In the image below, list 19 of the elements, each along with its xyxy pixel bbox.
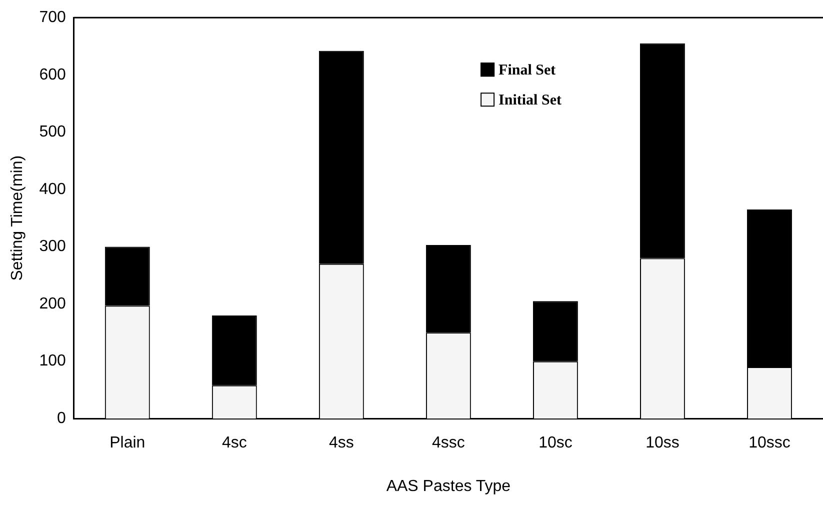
y-tick-label: 700 bbox=[39, 9, 66, 26]
x-tick-label: 4ss bbox=[328, 434, 354, 452]
legend-label: Initial Set bbox=[498, 92, 562, 108]
y-axis-title: Setting Time(min) bbox=[9, 155, 26, 281]
y-tick-label: 600 bbox=[39, 66, 66, 84]
legend-label: Final Set bbox=[498, 62, 556, 78]
x-tick-label: 10sc bbox=[538, 434, 572, 452]
y-tick-label: 100 bbox=[39, 352, 66, 370]
x-tick-label: 4sc bbox=[222, 434, 247, 452]
x-tick-label: 4ssc bbox=[432, 434, 465, 452]
y-tick-label: 400 bbox=[39, 180, 66, 198]
x-axis-title: AAS Pastes Type bbox=[386, 478, 511, 495]
x-tick-label: 10ssc bbox=[748, 434, 790, 452]
y-tick-label: 300 bbox=[39, 238, 66, 256]
y-tick-label: 0 bbox=[56, 410, 66, 428]
y-tick-label: 500 bbox=[39, 124, 66, 141]
y-tick-label: 200 bbox=[39, 295, 66, 312]
x-tick-label: 10ss bbox=[646, 434, 680, 452]
x-tick-label: Plain bbox=[110, 434, 146, 452]
